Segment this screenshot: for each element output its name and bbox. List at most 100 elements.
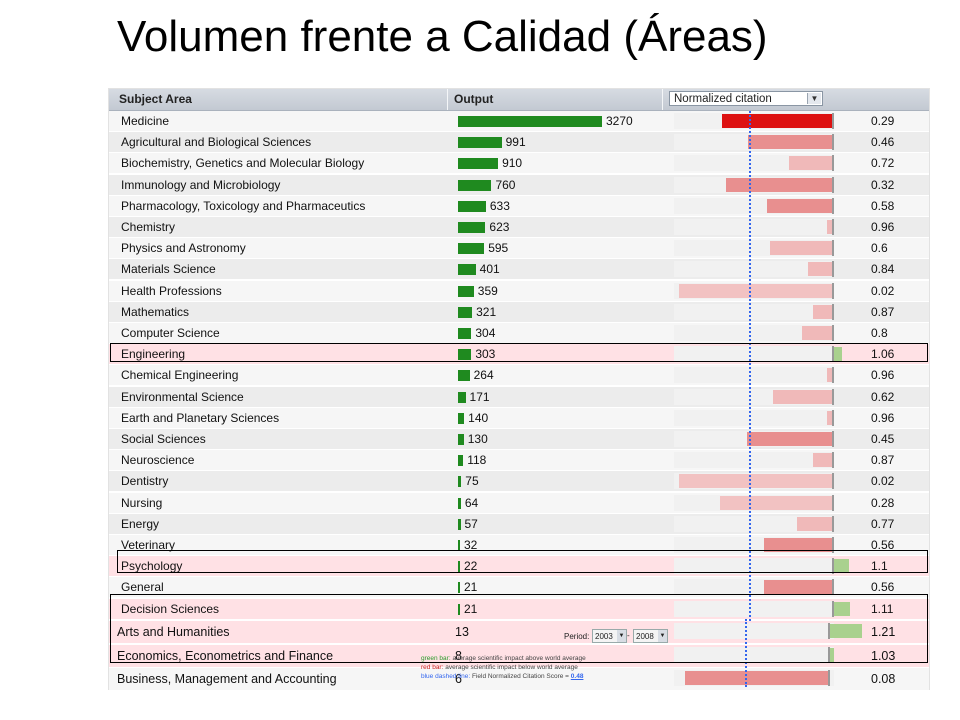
output-bar [458, 370, 470, 382]
subject-area-name[interactable]: Chemical Engineering [121, 368, 239, 383]
subject-area-name[interactable]: Engineering [121, 347, 186, 362]
reference-tick [832, 409, 834, 426]
citation-track [674, 367, 834, 384]
subject-area-name[interactable]: Chemistry [121, 220, 176, 234]
subject-area-name[interactable]: Pharmacology, Toxicology and Pharmaceuti… [121, 198, 366, 213]
output-value: 13 [455, 625, 469, 640]
output-value: 22 [464, 559, 478, 574]
citation-value: 0.87 [871, 304, 895, 319]
reference-tick [832, 388, 834, 405]
subject-area-name[interactable]: Arts and Humanities [117, 625, 230, 640]
subject-area-name[interactable]: Biochemistry, Genetics and Molecular Bio… [121, 156, 365, 171]
subject-area-name[interactable]: Mathematics [121, 304, 190, 319]
citation-track [674, 600, 834, 617]
subject-area-name[interactable]: Business, Management and Accounting [117, 671, 337, 686]
reference-tick [832, 494, 834, 511]
output-bar [458, 222, 486, 233]
output-value: 32 [464, 538, 478, 552]
citation-bar [684, 670, 829, 685]
legend-red-text: average scientific impact below world av… [445, 664, 578, 671]
period-to-select[interactable]: 2008 ▼ [633, 629, 668, 643]
subject-area-name[interactable]: Nursing [121, 495, 163, 510]
legend-blue: blue dashed line: Field Normalized Citat… [421, 673, 583, 680]
reference-tick [832, 325, 834, 341]
subject-area-name[interactable]: Physics and Astronomy [121, 241, 246, 256]
citation-track [674, 623, 834, 640]
subject-area-name[interactable]: Agricultural and Biological Sciences [121, 135, 312, 150]
reference-tick [832, 346, 834, 363]
citation-bar [746, 432, 833, 446]
citation-bar [763, 538, 833, 552]
subject-area-name[interactable]: Materials Science [121, 262, 216, 277]
output-header[interactable]: Output [454, 92, 494, 106]
citation-value: 0.46 [871, 135, 895, 150]
citation-bar [807, 262, 833, 277]
output-bar [458, 540, 460, 551]
output-bar [458, 243, 485, 255]
subject-area-name[interactable]: Health Professions [121, 283, 222, 298]
reference-tick [832, 515, 834, 532]
output-value: 118 [467, 453, 487, 468]
subject-area-name[interactable]: Decision Sciences [121, 601, 220, 616]
subject-area-name[interactable]: Immunology and Microbiology [121, 177, 281, 192]
subject-area-name[interactable]: Neuroscience [121, 453, 195, 468]
output-bar [458, 497, 461, 509]
citation-bar [826, 368, 833, 383]
output-value: 21 [464, 601, 478, 616]
output-value: 171 [469, 389, 490, 404]
subject-area-name[interactable]: Economics, Econometrics and Finance [117, 648, 334, 663]
reference-tick [832, 579, 834, 596]
table-header: Subject Area Output Normalized citation … [109, 89, 929, 111]
citation-value: 1.06 [871, 347, 895, 362]
citation-value: 1.11 [871, 601, 894, 616]
output-value: 401 [479, 262, 500, 277]
period-from-select[interactable]: 2003 ▼ [592, 629, 627, 643]
output-value: 21 [464, 580, 478, 595]
reference-tick [832, 303, 834, 320]
citation-value: 0.32 [871, 177, 895, 192]
subject-area-name[interactable]: Computer Science [121, 326, 220, 340]
subject-area-name[interactable]: Dentistry [121, 474, 169, 489]
reference-tick [828, 646, 830, 663]
subject-area-name[interactable]: General [121, 580, 164, 595]
output-bar [458, 328, 472, 339]
output-bar [458, 179, 492, 191]
output-value: 8 [455, 648, 462, 663]
metric-select[interactable]: Normalized citation ▼ [669, 91, 823, 106]
subject-area-name[interactable]: Environmental Science [121, 389, 244, 404]
citation-track [674, 303, 834, 320]
subject-area-name[interactable]: Medicine [121, 114, 170, 128]
subject-area-name[interactable]: Psychology [121, 559, 183, 574]
citation-track [674, 325, 834, 341]
citation-value: 0.56 [871, 580, 895, 595]
citation-value: 0.96 [871, 368, 895, 383]
subject-area-name[interactable]: Veterinary [121, 538, 176, 552]
citation-bar [789, 156, 833, 171]
chevron-down-icon[interactable]: ▼ [658, 630, 667, 642]
reference-tick [832, 600, 834, 617]
chevron-down-icon[interactable]: ▼ [807, 93, 821, 104]
citation-bar [748, 135, 833, 150]
citation-track [674, 261, 834, 278]
citation-bar [801, 326, 833, 340]
subject-area-header[interactable]: Subject Area [119, 92, 192, 106]
reference-tick [832, 240, 834, 257]
output-value: 264 [473, 368, 494, 383]
subject-area-name[interactable]: Energy [121, 516, 160, 531]
citation-value: 0.84 [871, 262, 895, 277]
citation-bar [829, 647, 834, 662]
output-value: 623 [489, 220, 510, 234]
reference-tick [828, 669, 830, 686]
metric-select-value: Normalized citation [674, 93, 772, 105]
citation-value: 0.08 [871, 671, 896, 686]
citation-value: 0.87 [871, 453, 895, 468]
chevron-down-icon[interactable]: ▼ [617, 630, 626, 642]
subject-area-name[interactable]: Social Sciences [121, 432, 206, 446]
output-value: 910 [502, 156, 523, 171]
slide-title: Volumen frente a Calidad (Áreas) [117, 12, 768, 61]
citation-value: 1.1 [871, 559, 888, 574]
subject-area-name[interactable]: Earth and Planetary Sciences [121, 410, 280, 425]
reference-tick [832, 261, 834, 278]
output-value: 3270 [606, 114, 633, 128]
output-bar [458, 412, 465, 424]
